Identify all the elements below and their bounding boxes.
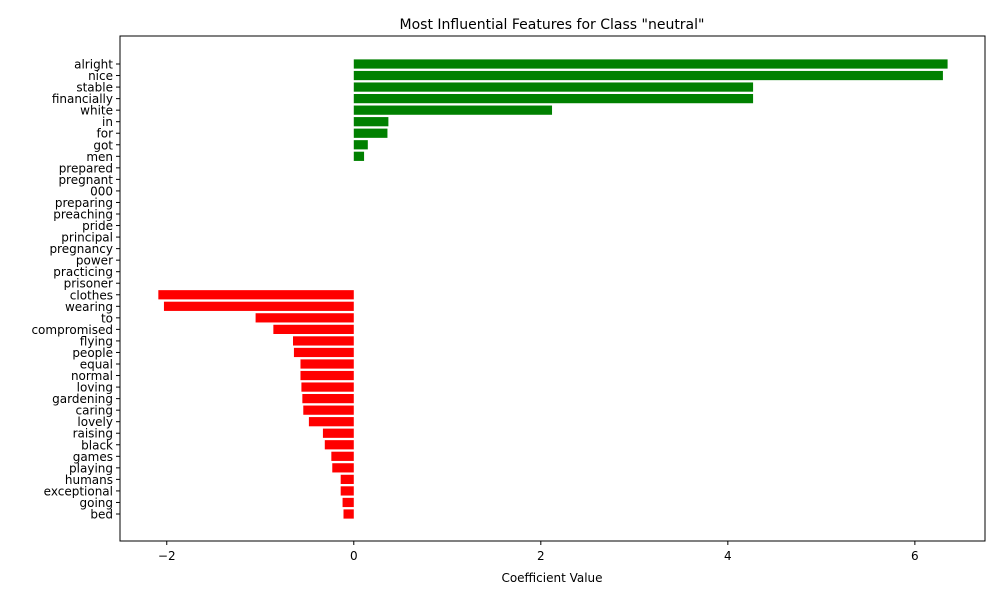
bar-humans	[340, 474, 354, 484]
bar-black	[324, 440, 354, 450]
bar-normal	[300, 370, 354, 381]
y-tick-label: preparing	[55, 196, 113, 210]
bar-got	[353, 140, 368, 150]
y-tick-label: humans	[65, 473, 113, 487]
bar-clothes	[158, 290, 354, 300]
x-tick-label: 2	[537, 549, 545, 563]
bar-men	[353, 151, 365, 161]
y-tick-label: going	[79, 496, 113, 510]
y-tick-label: in	[102, 115, 113, 129]
y-tick-label: alright	[74, 58, 113, 72]
bar-people	[293, 347, 354, 358]
y-tick-label: wearing	[65, 300, 113, 314]
y-tick-label: clothes	[70, 288, 113, 302]
bar-exceptional	[340, 486, 354, 496]
bar-financially	[353, 94, 754, 104]
bar-alright	[353, 59, 948, 69]
y-tick-label: lovely	[77, 415, 113, 429]
x-tick-label: −2	[158, 549, 176, 563]
bar-nice	[353, 70, 943, 81]
bar-stable	[353, 82, 754, 92]
bar-playing	[332, 463, 354, 473]
y-tick-label: 000	[90, 184, 113, 198]
x-tick-label: 0	[350, 549, 358, 563]
y-tick-label: games	[73, 450, 113, 464]
bar-compromised	[273, 324, 354, 334]
x-axis-label: Coefficient Value	[501, 571, 602, 585]
y-tick-label: men	[86, 150, 113, 164]
y-tick-label: nice	[88, 69, 113, 83]
y-tick-label: normal	[71, 369, 113, 383]
bar-wearing	[163, 301, 354, 311]
y-tick-label: stable	[76, 81, 113, 95]
x-tick-label: 4	[724, 549, 732, 563]
y-tick-label: bed	[90, 508, 113, 522]
bar-in	[353, 117, 389, 127]
y-tick-label: pride	[82, 219, 113, 233]
y-tick-label: financially	[52, 92, 113, 106]
bar-lovely	[308, 417, 354, 427]
y-tick-label: caring	[76, 404, 113, 418]
y-tick-label: to	[101, 311, 113, 325]
bar-white	[353, 105, 553, 115]
y-tick-label: gardening	[52, 392, 113, 406]
y-tick-label: for	[97, 127, 114, 141]
bar-raising	[322, 428, 354, 438]
y-tick-label: loving	[77, 381, 113, 395]
bar-to	[255, 313, 354, 323]
y-tick-label: compromised	[31, 323, 113, 337]
bar-flying	[293, 336, 354, 346]
y-tick-label: black	[81, 438, 113, 452]
y-tick-label: practicing	[53, 265, 113, 279]
bar-gardening	[302, 394, 354, 404]
y-tick-label: prepared	[59, 161, 113, 175]
y-tick-label: power	[76, 254, 113, 268]
y-tick-label: prisoner	[64, 277, 113, 291]
bar-bed	[343, 509, 354, 519]
y-tick-label: exceptional	[44, 484, 113, 498]
bar-caring	[303, 405, 354, 415]
y-tick-label: pregnant	[58, 173, 113, 187]
y-tick-label: playing	[69, 461, 113, 475]
bar-loving	[301, 382, 354, 392]
bar-games	[331, 451, 354, 461]
bar-for	[353, 128, 388, 138]
y-tick-label: flying	[80, 334, 113, 348]
y-tick-label: principal	[61, 231, 113, 245]
y-ticks-group: alrightnicestablefinanciallywhiteinforgo…	[31, 58, 120, 522]
chart-title: Most Influential Features for Class "neu…	[400, 17, 705, 33]
y-tick-label: people	[72, 346, 113, 360]
plot-frame	[119, 35, 986, 542]
x-tick-label: 6	[911, 549, 919, 563]
bars-group	[158, 59, 948, 519]
bar-equal	[300, 359, 354, 369]
bar-going	[342, 497, 354, 508]
y-tick-label: got	[93, 138, 113, 152]
y-tick-label: raising	[73, 427, 113, 441]
y-tick-label: preaching	[53, 208, 113, 222]
x-ticks-group: −2 0 2 4 6	[158, 541, 919, 563]
y-tick-label: white	[80, 104, 113, 118]
y-tick-label: pregnancy	[49, 242, 113, 256]
y-tick-label: equal	[80, 358, 113, 372]
